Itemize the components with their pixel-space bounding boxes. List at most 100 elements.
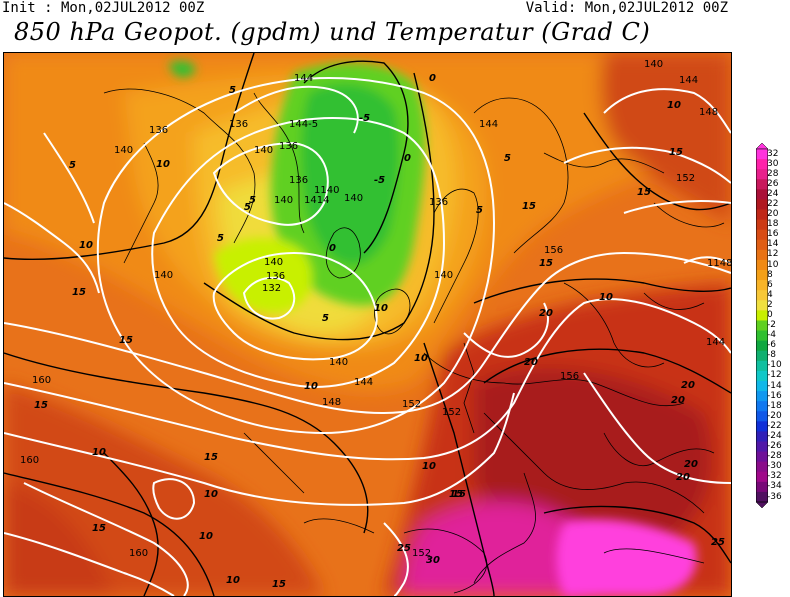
colorbar-swatch: [756, 320, 768, 331]
colorbar-label: -24: [767, 430, 782, 441]
colorbar-swatch: [756, 370, 768, 382]
colorbar-swatch: [756, 401, 768, 412]
gpdm-label-0: 144: [294, 73, 313, 84]
isotherms: [4, 53, 731, 596]
map-svg: 144 136 144-5 136 136 140 136 1140 1414 …: [4, 53, 731, 596]
colorbar-label: -32: [767, 471, 782, 482]
temp-label-8: 10: [92, 447, 106, 458]
gpdm-label-33: 1148: [707, 258, 731, 269]
gpdm-label-15: 136: [266, 271, 285, 282]
temp-label-5: 15: [119, 335, 133, 346]
colorbar-label: -26: [767, 441, 782, 451]
gpdm-label-35: 144: [479, 119, 498, 130]
colorbar-swatch: [756, 391, 768, 402]
gpdm-label-6: 136: [289, 175, 308, 186]
gpdm-label-18: 140: [254, 145, 273, 156]
valid-time: Valid: Mon,02JUL2012 00Z: [525, 0, 728, 16]
gpdm-label-3: 136: [229, 119, 248, 130]
gpdm-label-8: 1414: [304, 195, 329, 206]
temp-label-29: 15: [637, 187, 651, 198]
gpdm-label-34: 144: [706, 337, 725, 348]
temp-label-10: 15: [92, 523, 106, 534]
colorbar-label: 16: [767, 229, 779, 240]
gpdm-label-21: 152: [402, 399, 421, 410]
colorbar-label: 12: [767, 249, 779, 260]
gpdm-label-2: 144-5: [289, 119, 318, 130]
colorbar-label: 0: [767, 309, 773, 320]
temp-label-6: 15: [34, 400, 48, 411]
colorbar: [755, 142, 769, 509]
colorbar-label: 22: [767, 199, 779, 209]
colorbar-swatch: [756, 491, 768, 503]
colorbar-swatch: [756, 290, 768, 301]
geopotential-contours: [4, 77, 731, 596]
colorbar-swatch: [756, 310, 768, 321]
gpdm-label-30: 144: [679, 75, 698, 86]
gpdm-label-31: 148: [699, 107, 718, 118]
colorbar-swatch: [756, 199, 768, 210]
colorbar-swatch: [756, 219, 768, 231]
colorbar-swatch: [756, 340, 768, 352]
colorbar-swatch: [756, 149, 768, 160]
init-time: Init : Mon,02JUL2012 00Z: [2, 0, 205, 16]
gpdm-label-24: 156: [560, 371, 579, 382]
chart-title: 850 hPa Geopot. (gpdm) und Temperatur (G…: [14, 18, 651, 46]
colorbar-label: 2: [767, 299, 773, 310]
temp-label-0: 5: [69, 160, 76, 171]
coastlines: [103, 88, 725, 594]
gpdm-label-13: 140: [154, 270, 173, 281]
gpdm-label-16: 132: [262, 283, 281, 294]
colorbar-swatch: [756, 239, 768, 251]
temp-label-11: 10: [199, 531, 213, 542]
gpdm-label-19: 144: [354, 377, 373, 388]
gpdm-label-23: 156: [544, 245, 563, 256]
colorbar-swatch: [756, 421, 768, 432]
colorbar-label: -12: [767, 370, 782, 381]
colorbar-label: -22: [767, 420, 782, 431]
gpdm-label-28: 152: [412, 548, 431, 559]
colorbar-swatch: [756, 159, 768, 170]
colorbar-swatch: [756, 461, 768, 473]
temp-label-4: 15: [72, 287, 86, 298]
gpdm-label-22: 152: [442, 407, 461, 418]
temp-label-16: 15: [539, 258, 553, 269]
temp-label-41: 10: [414, 353, 428, 364]
gpdm-label-29: 140: [644, 59, 663, 70]
temp-label-3: 10: [79, 240, 93, 251]
colorbar-label: 30: [767, 158, 779, 169]
colorbar-frame: [756, 148, 768, 503]
colorbar-label: 10: [767, 259, 779, 270]
colorbar-label: -20: [767, 410, 782, 421]
temp-label-1: 10: [156, 159, 170, 170]
temp-label-36: 5: [322, 313, 329, 324]
gpdm-label-14: 140: [434, 270, 453, 281]
gpdm-label-17: 140: [329, 357, 348, 368]
temp-label-15: 15: [449, 489, 463, 500]
colorbar-label: 4: [767, 289, 773, 300]
gpdm-label-4: 136: [279, 141, 298, 152]
colorbar-label: 14: [767, 239, 779, 250]
gpdm-label-32: 152: [676, 173, 695, 184]
colorbar-label: 8: [767, 269, 773, 280]
temp-label-28: 15: [669, 147, 683, 158]
colorbar-label: 26: [767, 178, 779, 189]
temp-label-22: 20: [684, 459, 698, 470]
geopotential-labels: 144 136 144-5 136 136 140 136 1140 1414 …: [20, 59, 731, 559]
temp-label-24: 25: [397, 543, 411, 554]
colorbar-label: -4: [767, 330, 776, 341]
colorbar-swatch: [756, 411, 768, 422]
gpdm-label-20: 148: [322, 397, 341, 408]
colorbar-label: -14: [767, 380, 782, 391]
colorbar-swatch: [756, 380, 768, 392]
temp-label-37: 0: [404, 153, 411, 164]
colorbar-swatch: [756, 229, 768, 241]
temp-label-14: 10: [304, 381, 318, 392]
temp-label-25: 30: [426, 555, 440, 566]
temp-label-21: 20: [671, 395, 685, 406]
gpdm-label-5: 140: [114, 145, 133, 156]
temp-label-9: 10: [204, 489, 218, 500]
colorbar-swatch: [756, 431, 768, 442]
temp-label-30: 10: [667, 100, 681, 111]
colorbar-label: -28: [767, 451, 782, 462]
colorbar-bottom-arrow: [755, 501, 769, 509]
